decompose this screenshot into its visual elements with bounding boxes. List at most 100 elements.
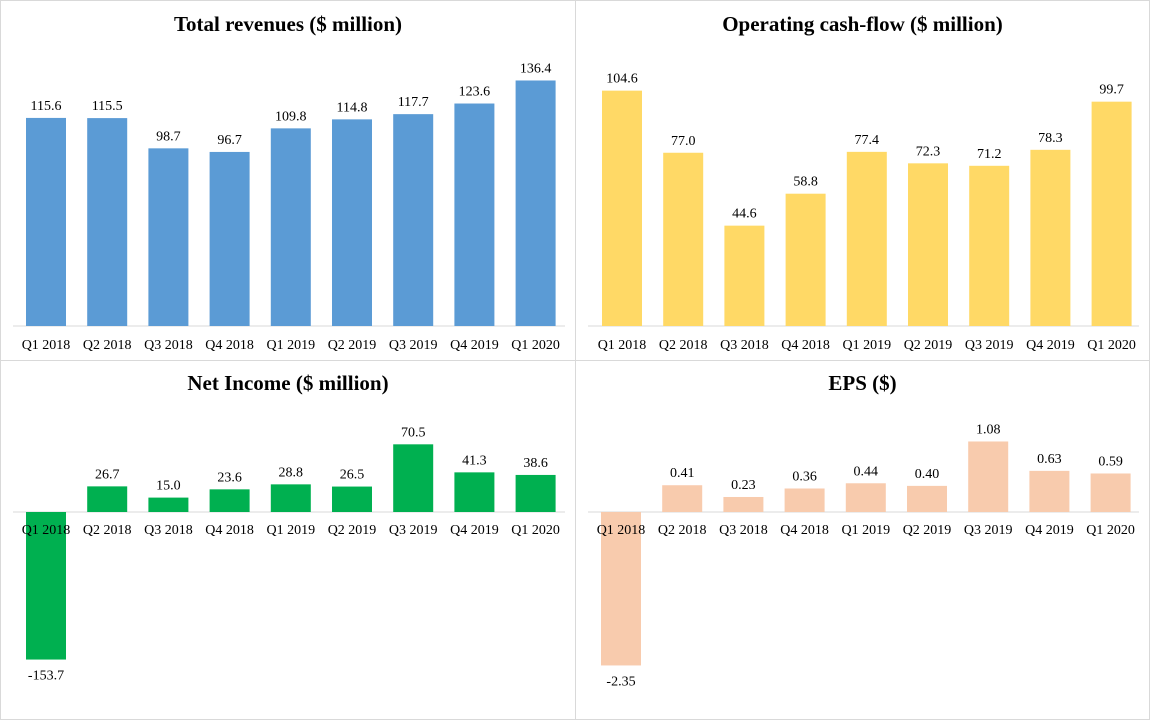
bar [724,225,765,326]
x-tick-label: Q4 2019 [1025,523,1074,538]
net-income-chart: -153.7 Q1 2018 26.7 Q2 2018 15.0 Q3 2018 23.6 Q… [13,425,565,684]
bar [601,512,641,666]
bar [270,484,311,512]
data-label: 99.7 [1099,83,1124,98]
data-label: 96.7 [217,133,242,148]
x-tick-label: Q4 2018 [205,338,254,353]
bar [1090,473,1131,512]
x-tick-label: Q1 2020 [511,338,560,353]
cashflow-chart-panel: Operating cash-flow ($ million) 104.6 Q1 … [575,0,1150,361]
data-label: 23.6 [217,470,242,485]
bar [968,441,1009,512]
bar [332,486,372,512]
bar [515,474,556,512]
data-label: 77.4 [855,133,880,148]
data-label: 72.3 [916,144,941,159]
chart-title: Net Income ($ million) [187,371,389,395]
x-tick-label: Q1 2018 [597,523,646,538]
cashflow-chart: 104.6 Q1 2018 77.0 Q2 2018 44.6 Q3 2018 58.8 Q4… [588,72,1139,353]
bar [723,496,764,512]
data-label: 0.40 [915,467,940,482]
bar [148,497,189,512]
x-tick-label: Q1 2018 [22,338,71,353]
bar [1029,470,1070,512]
x-tick-label: Q2 2019 [328,338,377,353]
eps-chart: -2.35 Q1 2018 0.41 Q2 2018 0.23 Q3 2018 0.36 Q4… [588,422,1139,689]
bar [209,151,250,326]
data-label: 78.3 [1038,131,1063,146]
revenues-chart: 115.6 Q1 2018 115.5 Q2 2018 98.7 Q3 2018 96.7 Q… [13,61,565,353]
data-label: 70.5 [401,425,426,440]
data-label: 117.7 [398,95,429,110]
bar [1091,101,1132,326]
data-label: 1.08 [976,422,1001,437]
bar [662,485,703,512]
data-label: 104.6 [606,72,638,87]
x-tick-label: Q3 2019 [964,523,1013,538]
data-label: 0.41 [670,466,695,481]
data-label: 38.6 [523,456,548,471]
revenues-chart-panel: Total revenues ($ million) 115.6 Q1 2018 1… [0,0,576,361]
bar [87,486,128,512]
bar [26,512,66,660]
x-tick-label: Q2 2018 [83,523,132,538]
x-tick-label: Q3 2018 [719,523,768,538]
data-label: -153.7 [28,669,64,684]
bar [148,148,189,326]
data-label: 109.8 [275,109,307,124]
bar [602,90,642,327]
data-label: 136.4 [520,61,552,76]
x-tick-label: Q1 2020 [511,523,560,538]
bar [846,151,887,326]
bar [663,152,704,326]
x-tick-label: Q1 2018 [22,523,71,538]
x-tick-label: Q4 2019 [450,523,499,538]
bar [209,489,250,512]
x-tick-label: Q4 2018 [780,523,829,538]
bar [26,117,66,326]
x-tick-label: Q1 2019 [841,523,890,538]
x-tick-label: Q1 2019 [842,338,891,353]
data-label: 77.0 [671,134,696,149]
x-tick-label: Q3 2018 [144,523,193,538]
x-tick-label: Q4 2019 [1026,338,1075,353]
data-label: 115.6 [31,99,62,114]
bar [393,114,434,326]
chart-title: EPS ($) [828,371,897,395]
x-tick-label: Q2 2019 [904,338,953,353]
bar [270,128,311,326]
x-tick-label: Q3 2019 [965,338,1014,353]
data-label: 0.23 [731,478,756,493]
data-label: 0.36 [792,469,817,484]
data-label: 26.7 [95,467,120,482]
bar [1030,149,1071,326]
x-tick-label: Q2 2018 [658,523,707,538]
bar [332,119,372,326]
x-tick-label: Q3 2018 [720,338,769,353]
data-label: 0.44 [854,464,879,479]
data-label: 115.5 [92,99,123,114]
x-tick-label: Q4 2019 [450,338,499,353]
data-label: 28.8 [279,465,304,480]
x-tick-label: Q1 2019 [266,338,315,353]
data-label: 15.0 [156,479,181,494]
bar [515,80,556,326]
x-tick-label: Q4 2018 [781,338,830,353]
data-label: 26.5 [340,468,365,483]
chart-title: Total revenues ($ million) [173,12,403,36]
x-tick-label: Q2 2019 [903,523,952,538]
x-tick-label: Q2 2019 [328,523,377,538]
data-label: 0.59 [1098,454,1123,469]
data-label: 0.63 [1037,452,1062,467]
bar [454,103,495,327]
data-label: 71.2 [977,147,1002,162]
x-tick-label: Q2 2018 [659,338,708,353]
x-tick-label: Q3 2019 [389,338,438,353]
bar [908,163,948,326]
x-tick-label: Q3 2019 [389,523,438,538]
chart-title: Operating cash-flow ($ million) [722,12,1003,36]
bar [969,165,1010,326]
data-label: 123.6 [459,85,491,100]
bar [907,485,947,512]
eps-chart-panel: EPS ($) -2.35 Q1 2018 0.41 Q2 2018 0.23 Q3 20… [575,360,1150,720]
